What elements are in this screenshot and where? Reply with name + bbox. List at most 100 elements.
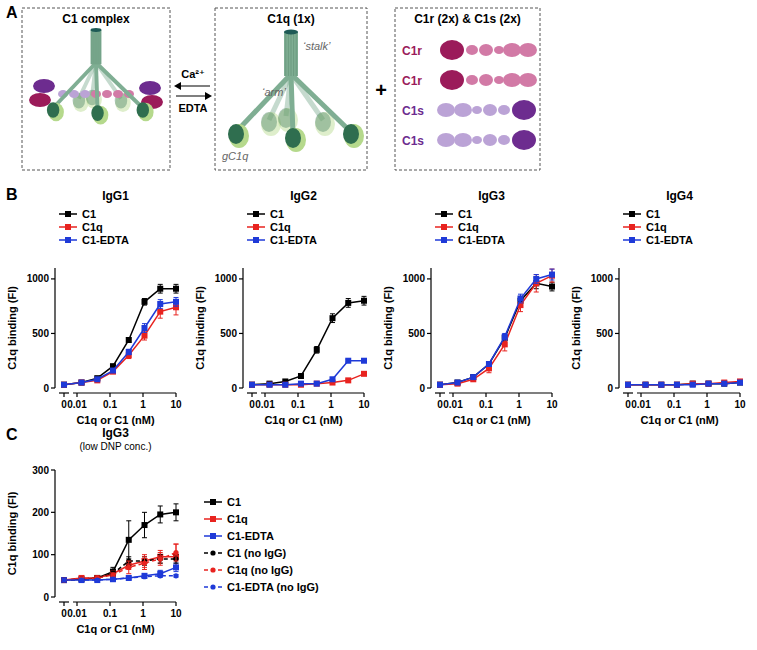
stalk-line (288, 34, 289, 76)
legend-label: C1 (82, 208, 96, 220)
arrow-label: Ca²⁺ (181, 68, 205, 80)
error-bar (158, 284, 163, 293)
error-bar (502, 333, 507, 340)
error-cap (142, 554, 147, 555)
data-point (314, 381, 320, 387)
domain (454, 133, 472, 147)
panel-label: B (6, 186, 18, 203)
plot-area (61, 504, 179, 583)
series-line (440, 276, 552, 385)
x-tick (673, 393, 674, 397)
head (344, 124, 364, 148)
stalk-top (284, 30, 298, 35)
legend-marker (253, 211, 259, 217)
y-tick-label: 200 (32, 507, 49, 518)
arm (291, 74, 351, 132)
error-cap (158, 552, 163, 553)
y-tick-label: 1000 (27, 273, 50, 284)
error-bar (158, 300, 163, 309)
y-tick (427, 387, 431, 388)
error-cap (550, 282, 555, 283)
data-point (533, 276, 539, 282)
chart-title: IgG1 (102, 189, 129, 203)
data-point (329, 315, 335, 321)
legend-entry: C1-EDTA (623, 234, 693, 246)
data-point (502, 334, 508, 340)
stalk-line (96, 32, 97, 64)
x-tick (175, 393, 176, 397)
error-cap (158, 505, 163, 506)
error-cap (110, 567, 115, 568)
data-point (110, 576, 116, 582)
error-cap (126, 520, 131, 521)
data-point (94, 376, 100, 382)
x-tick-label: 0.1 (103, 608, 117, 619)
data-point (157, 286, 163, 292)
y-tick-label: 1000 (403, 273, 426, 284)
series-line (440, 283, 552, 384)
data-point (249, 382, 255, 388)
x-tick (76, 602, 77, 606)
legend-marker (441, 237, 447, 243)
protein-label: C1s (402, 104, 424, 118)
y-axis-label: C1q binding (FI) (6, 491, 18, 575)
data-point (142, 561, 147, 566)
data-point (173, 564, 179, 570)
error-cap (330, 313, 335, 314)
series-line (64, 307, 176, 384)
legend-label: C1q (227, 513, 248, 525)
data-point (158, 556, 163, 561)
data-point (126, 575, 132, 581)
error-cap (174, 561, 179, 562)
data-point (470, 374, 476, 380)
x-axis (73, 601, 176, 602)
plot-area (625, 378, 743, 387)
error-cap (550, 282, 555, 283)
diagram-label: ‘stalk’ (303, 40, 331, 52)
data-point (141, 333, 147, 339)
data-point (157, 511, 163, 517)
domain (139, 81, 161, 95)
data-point (79, 577, 84, 582)
data-point (549, 284, 555, 290)
legend-marker (210, 584, 215, 589)
arrow (176, 95, 210, 96)
error-bar (142, 512, 147, 537)
error-cap (142, 512, 147, 513)
data-point (61, 577, 67, 583)
x-tick (452, 393, 453, 397)
data-point (625, 382, 631, 388)
x-tick-label: 0.01 (67, 399, 87, 410)
data-point (502, 341, 508, 347)
error-bar (158, 553, 163, 566)
data-point (674, 382, 680, 388)
domain (80, 90, 90, 98)
error-cap (518, 311, 523, 312)
legend-entry: C1-EDTA (59, 234, 129, 246)
data-point (267, 382, 273, 388)
legend-label: C1 (646, 208, 660, 220)
error-cap (174, 314, 179, 315)
data-point (625, 382, 631, 388)
legend-entry: C1-EDTA (no IgG) (204, 581, 319, 593)
y-tick-label: 0 (231, 383, 237, 394)
error-cap (142, 537, 147, 538)
x-tick (640, 393, 641, 397)
y-tick-label: 0 (607, 383, 613, 394)
legend-label: C1-EDTA (82, 234, 129, 246)
y-tick (427, 333, 431, 334)
error-cap (534, 283, 539, 284)
y-tick (51, 512, 55, 513)
data-point (517, 296, 523, 302)
domain (454, 103, 472, 117)
error-cap (174, 284, 179, 285)
data-point (455, 380, 461, 386)
x-tick (63, 602, 64, 606)
x-tick (363, 393, 364, 397)
legend-entry: C1 (247, 208, 284, 220)
data-point (79, 380, 85, 386)
error-cap (330, 322, 335, 323)
domain (466, 45, 478, 55)
error-bar (142, 324, 147, 333)
protein-label: C1r (402, 74, 422, 88)
